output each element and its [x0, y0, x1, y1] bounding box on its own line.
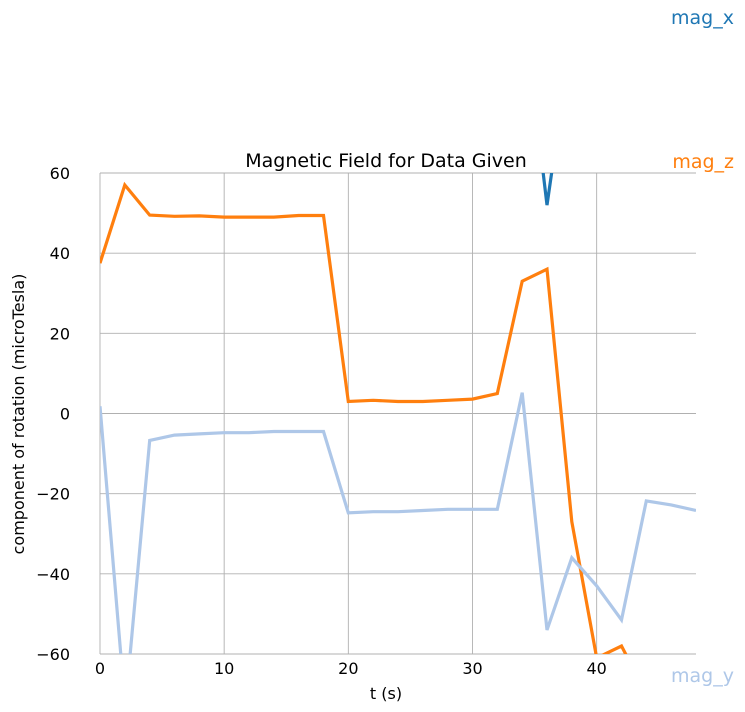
x-tick-label: 30: [462, 659, 482, 678]
y-tick-label: −60: [36, 645, 70, 664]
series-line-mag-z: [100, 181, 628, 654]
tick-labels: 0 10 20 30 40 −60 −40 −20 0 20 40 60: [36, 164, 607, 678]
plot-area: [100, 173, 696, 654]
y-tick-label: 0: [60, 405, 70, 424]
series-label-mag-y: mag_y: [671, 665, 734, 687]
y-tick-label: −20: [36, 485, 70, 504]
x-tick-label: 40: [586, 659, 606, 678]
gridlines: [99, 172, 696, 655]
y-tick-label: −40: [36, 565, 70, 584]
series-label-mag-x: mag_x: [671, 7, 734, 29]
series-line-mag-y: [100, 392, 696, 654]
series-line-mag-x: [541, 173, 554, 206]
x-axis-label: t (s): [370, 684, 402, 703]
series-label-mag-z: mag_z: [672, 151, 734, 173]
x-tick-label: 20: [338, 659, 358, 678]
y-tick-label: 60: [50, 164, 70, 183]
y-tick-label: 20: [50, 324, 70, 343]
y-tick-label: 40: [50, 244, 70, 263]
chart-title: Magnetic Field for Data Given: [245, 150, 526, 172]
y-axis-label: component of rotation (microTesla): [9, 274, 28, 555]
x-tick-label: 0: [95, 659, 105, 678]
x-tick-label: 10: [214, 659, 234, 678]
